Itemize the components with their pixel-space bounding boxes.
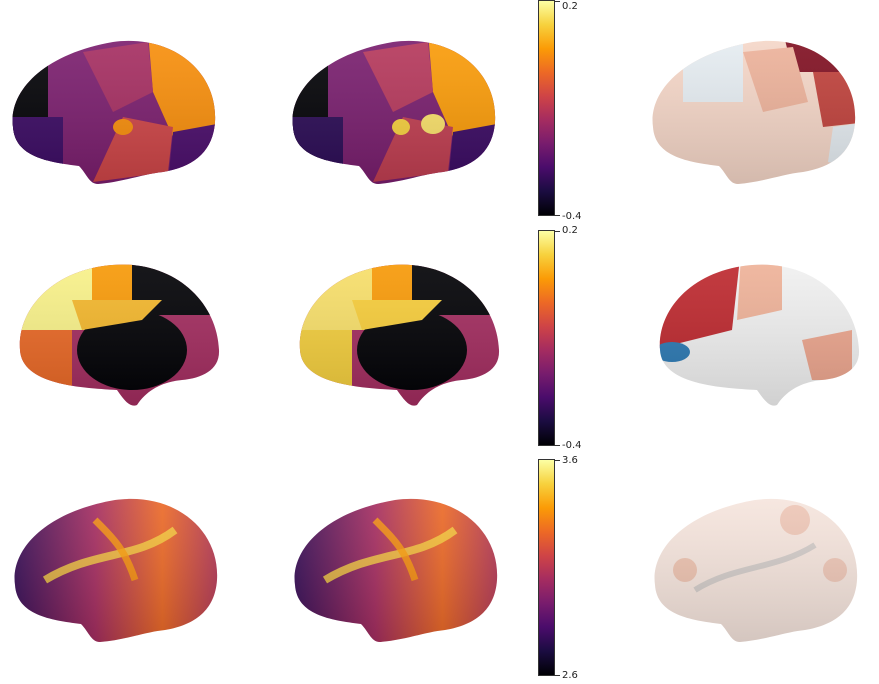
colorbar-row1 — [538, 0, 555, 216]
brain-lateral-row3-col3 — [654, 498, 858, 642]
colorbar-row2 — [538, 230, 555, 446]
brain-medial-row2-col3 — [659, 264, 860, 406]
brain-medial-row2-col2 — [299, 264, 500, 406]
colorbar-row2-max: 0.2 — [562, 225, 578, 236]
colorbar-row1-min: -0.4 — [562, 211, 582, 222]
brain-lateral-row1-col2 — [292, 40, 496, 184]
colorbar-row3-min: 2.6 — [562, 670, 578, 681]
colorbar-row3 — [538, 459, 555, 676]
colorbar-row3-max: 3.6 — [562, 455, 578, 466]
brain-lateral-row1-col1 — [12, 40, 216, 184]
colorbar-row2-min: -0.4 — [562, 440, 582, 451]
brain-lateral-row3-col2 — [294, 498, 498, 642]
brain-lateral-row1-col3 — [652, 40, 856, 184]
brain-lateral-row3-col1 — [14, 498, 218, 642]
colorbar-row1-max: 0.2 — [562, 1, 578, 12]
brain-medial-row2-col1 — [19, 264, 220, 406]
